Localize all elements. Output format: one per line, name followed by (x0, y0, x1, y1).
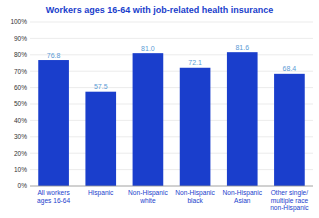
bar (180, 68, 211, 186)
x-tick-label-line: non-Hispanic (270, 204, 309, 212)
grid-line (30, 71, 313, 72)
y-tick-label: 0% (18, 182, 28, 189)
x-tick-label-line: ages 16-64 (37, 197, 70, 205)
chart: Workers ages 16-64 with job-related heal… (0, 0, 319, 218)
x-tick-label: Non-HispanicAsian (222, 189, 262, 204)
title: Workers ages 16-64 with job-related heal… (46, 5, 273, 15)
grid-line (30, 136, 313, 137)
bar (38, 60, 69, 186)
x-tick-label-line: Hispanic (88, 189, 114, 197)
y-tick-label: 100% (10, 18, 27, 25)
bars (38, 52, 304, 186)
y-tick-label: 40% (14, 117, 27, 124)
x-tick-label-line: All workers (37, 189, 70, 196)
grid-line (30, 38, 313, 39)
data-label: 76.8 (47, 52, 61, 59)
x-tick-label: Hispanic (88, 189, 114, 197)
x-tick-label: All workersages 16-64 (37, 189, 70, 205)
grid-line (30, 153, 313, 154)
bar (227, 52, 258, 186)
x-tick-label: Non-Hispanicwhite (128, 189, 168, 204)
bar (133, 53, 164, 186)
x-tick-label-line: black (187, 197, 203, 204)
grid-line (30, 87, 313, 88)
grid-line (30, 22, 313, 23)
grid-line (30, 169, 313, 170)
x-tick-label-line: white (139, 197, 156, 204)
data-label: 68.4 (283, 65, 297, 72)
data-label: 72.1 (188, 59, 202, 66)
grid-line (30, 104, 313, 105)
chart-container: Workers ages 16-64 with job-related heal… (0, 0, 319, 218)
data-label: 57.5 (94, 83, 108, 90)
x-tick-label: Other single/multiple racenon-Hispanic (270, 189, 309, 212)
x-tick-label: Non-Hispanicblack (175, 189, 215, 204)
y-tick-label: 70% (14, 68, 27, 75)
grid-line (30, 186, 313, 187)
x-axis-line (30, 186, 313, 187)
data-label: 81.6 (235, 44, 249, 51)
y-tick-label: 60% (14, 84, 27, 91)
y-tick-label: 30% (14, 133, 27, 140)
x-tick-label-line: Asian (234, 197, 251, 204)
y-tick-label: 90% (14, 35, 27, 42)
y-tick-label: 20% (14, 150, 27, 157)
grid-line (30, 54, 313, 55)
data-label: 81.0 (141, 45, 155, 52)
y-tick-label: 10% (14, 166, 27, 173)
y-tick-label: 80% (14, 51, 27, 58)
grid-line (30, 120, 313, 121)
bar (85, 92, 116, 186)
bar (274, 74, 305, 186)
y-tick-label: 50% (14, 100, 27, 107)
